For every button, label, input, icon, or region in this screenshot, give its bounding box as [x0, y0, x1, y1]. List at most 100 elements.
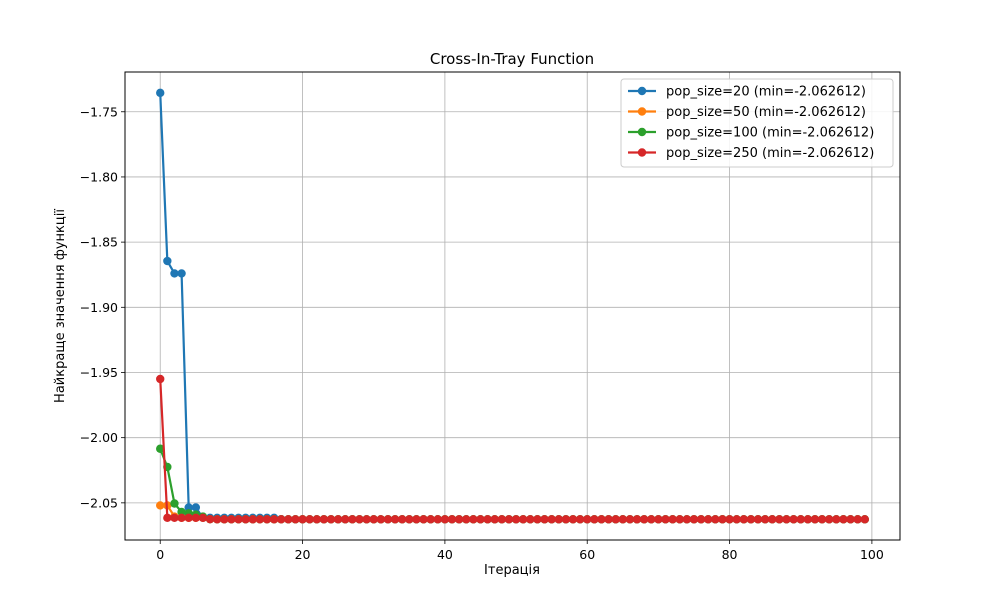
data-point [312, 515, 321, 524]
x-tick-label: 20 [295, 547, 311, 562]
legend-marker [637, 107, 647, 116]
data-point [212, 515, 222, 524]
data-point [611, 515, 620, 524]
y-tick-label: −2.00 [80, 430, 118, 445]
data-point [575, 515, 585, 524]
data-point [227, 515, 236, 524]
data-point [163, 256, 172, 266]
data-point [262, 515, 272, 524]
data-point [205, 514, 215, 524]
data-point [568, 515, 578, 524]
data-point [333, 515, 343, 524]
chart-title: Cross-In-Tray Function [430, 50, 594, 68]
data-point [191, 503, 201, 512]
data-point [433, 515, 442, 524]
data-point [341, 515, 350, 524]
data-point [810, 515, 820, 524]
data-point [447, 515, 457, 524]
legend-box [620, 78, 894, 168]
legend-entry: pop_size=20 (min=-2.062612) [628, 85, 866, 100]
legend-marker [637, 127, 647, 137]
data-point [220, 515, 229, 524]
y-tick-label: −1.95 [80, 365, 118, 380]
data-point [696, 515, 706, 524]
data-point [319, 515, 329, 524]
data-point [269, 515, 279, 524]
data-point [355, 515, 364, 524]
data-point [469, 515, 478, 524]
data-point [440, 515, 450, 524]
data-point [511, 515, 521, 524]
data-point [639, 515, 649, 524]
data-point [597, 515, 606, 524]
data-point [383, 515, 393, 524]
data-point [405, 515, 414, 524]
data-series [156, 88, 869, 524]
data-point [832, 515, 841, 524]
data-point [711, 515, 720, 524]
legend-marker [637, 148, 647, 157]
series-line [159, 448, 865, 521]
data-point [163, 513, 172, 523]
data-point [156, 444, 165, 453]
data-point [291, 515, 300, 524]
data-point [241, 515, 250, 524]
x-tick-label: 60 [579, 547, 595, 562]
data-point [298, 515, 307, 524]
data-point [654, 515, 663, 524]
data-point [533, 515, 542, 524]
data-point [668, 515, 677, 524]
data-point [590, 515, 599, 524]
data-point [490, 515, 499, 524]
data-point [853, 515, 862, 524]
data-point [839, 515, 848, 524]
data-point [184, 513, 193, 523]
data-point [305, 515, 314, 524]
data-point [198, 513, 208, 523]
legend-entry: pop_size=50 (min=-2.062612) [628, 105, 866, 120]
plot-frame [124, 71, 901, 541]
data-point [739, 515, 748, 524]
data-point [632, 515, 642, 524]
data-point [362, 515, 371, 524]
data-point [547, 515, 556, 524]
data-point [796, 515, 805, 524]
data-point [753, 515, 763, 524]
data-point [191, 513, 201, 523]
data-point [561, 515, 571, 524]
data-point [156, 88, 165, 98]
legend-marker [637, 86, 647, 96]
legend-entry: pop_size=100 (min=-2.062612) [628, 126, 874, 141]
data-point [604, 515, 613, 524]
data-point [234, 515, 243, 524]
axis-ticks: 0 20 40 60 80 100 −1.75 −1.80 −1.85 −1.90 −1.95 −2.… [80, 104, 884, 562]
x-tick-label: 40 [437, 547, 453, 562]
y-tick-label: −1.80 [80, 169, 118, 184]
data-point [583, 515, 592, 524]
data-point [554, 515, 563, 524]
data-point [725, 515, 734, 524]
data-point [412, 515, 421, 524]
data-point [483, 515, 492, 524]
data-point [689, 515, 699, 524]
data-point [397, 515, 407, 524]
x-axis-label: Ітерація [484, 563, 540, 578]
series-3 [156, 374, 869, 524]
data-point [497, 515, 507, 524]
data-point [625, 515, 635, 524]
data-point [170, 513, 179, 523]
data-point [348, 515, 357, 524]
legend-label: pop_size=20 (min=-2.062612) [666, 85, 866, 100]
y-tick-label: −1.85 [80, 235, 118, 250]
data-point [860, 515, 869, 524]
data-point [255, 515, 265, 524]
data-point [540, 515, 549, 524]
data-point [504, 515, 514, 524]
data-point [454, 515, 464, 524]
data-point [682, 515, 692, 524]
data-point [426, 515, 435, 524]
data-point [661, 515, 670, 524]
legend-label: pop_size=250 (min=-2.062612) [666, 146, 874, 161]
data-point [618, 515, 628, 524]
